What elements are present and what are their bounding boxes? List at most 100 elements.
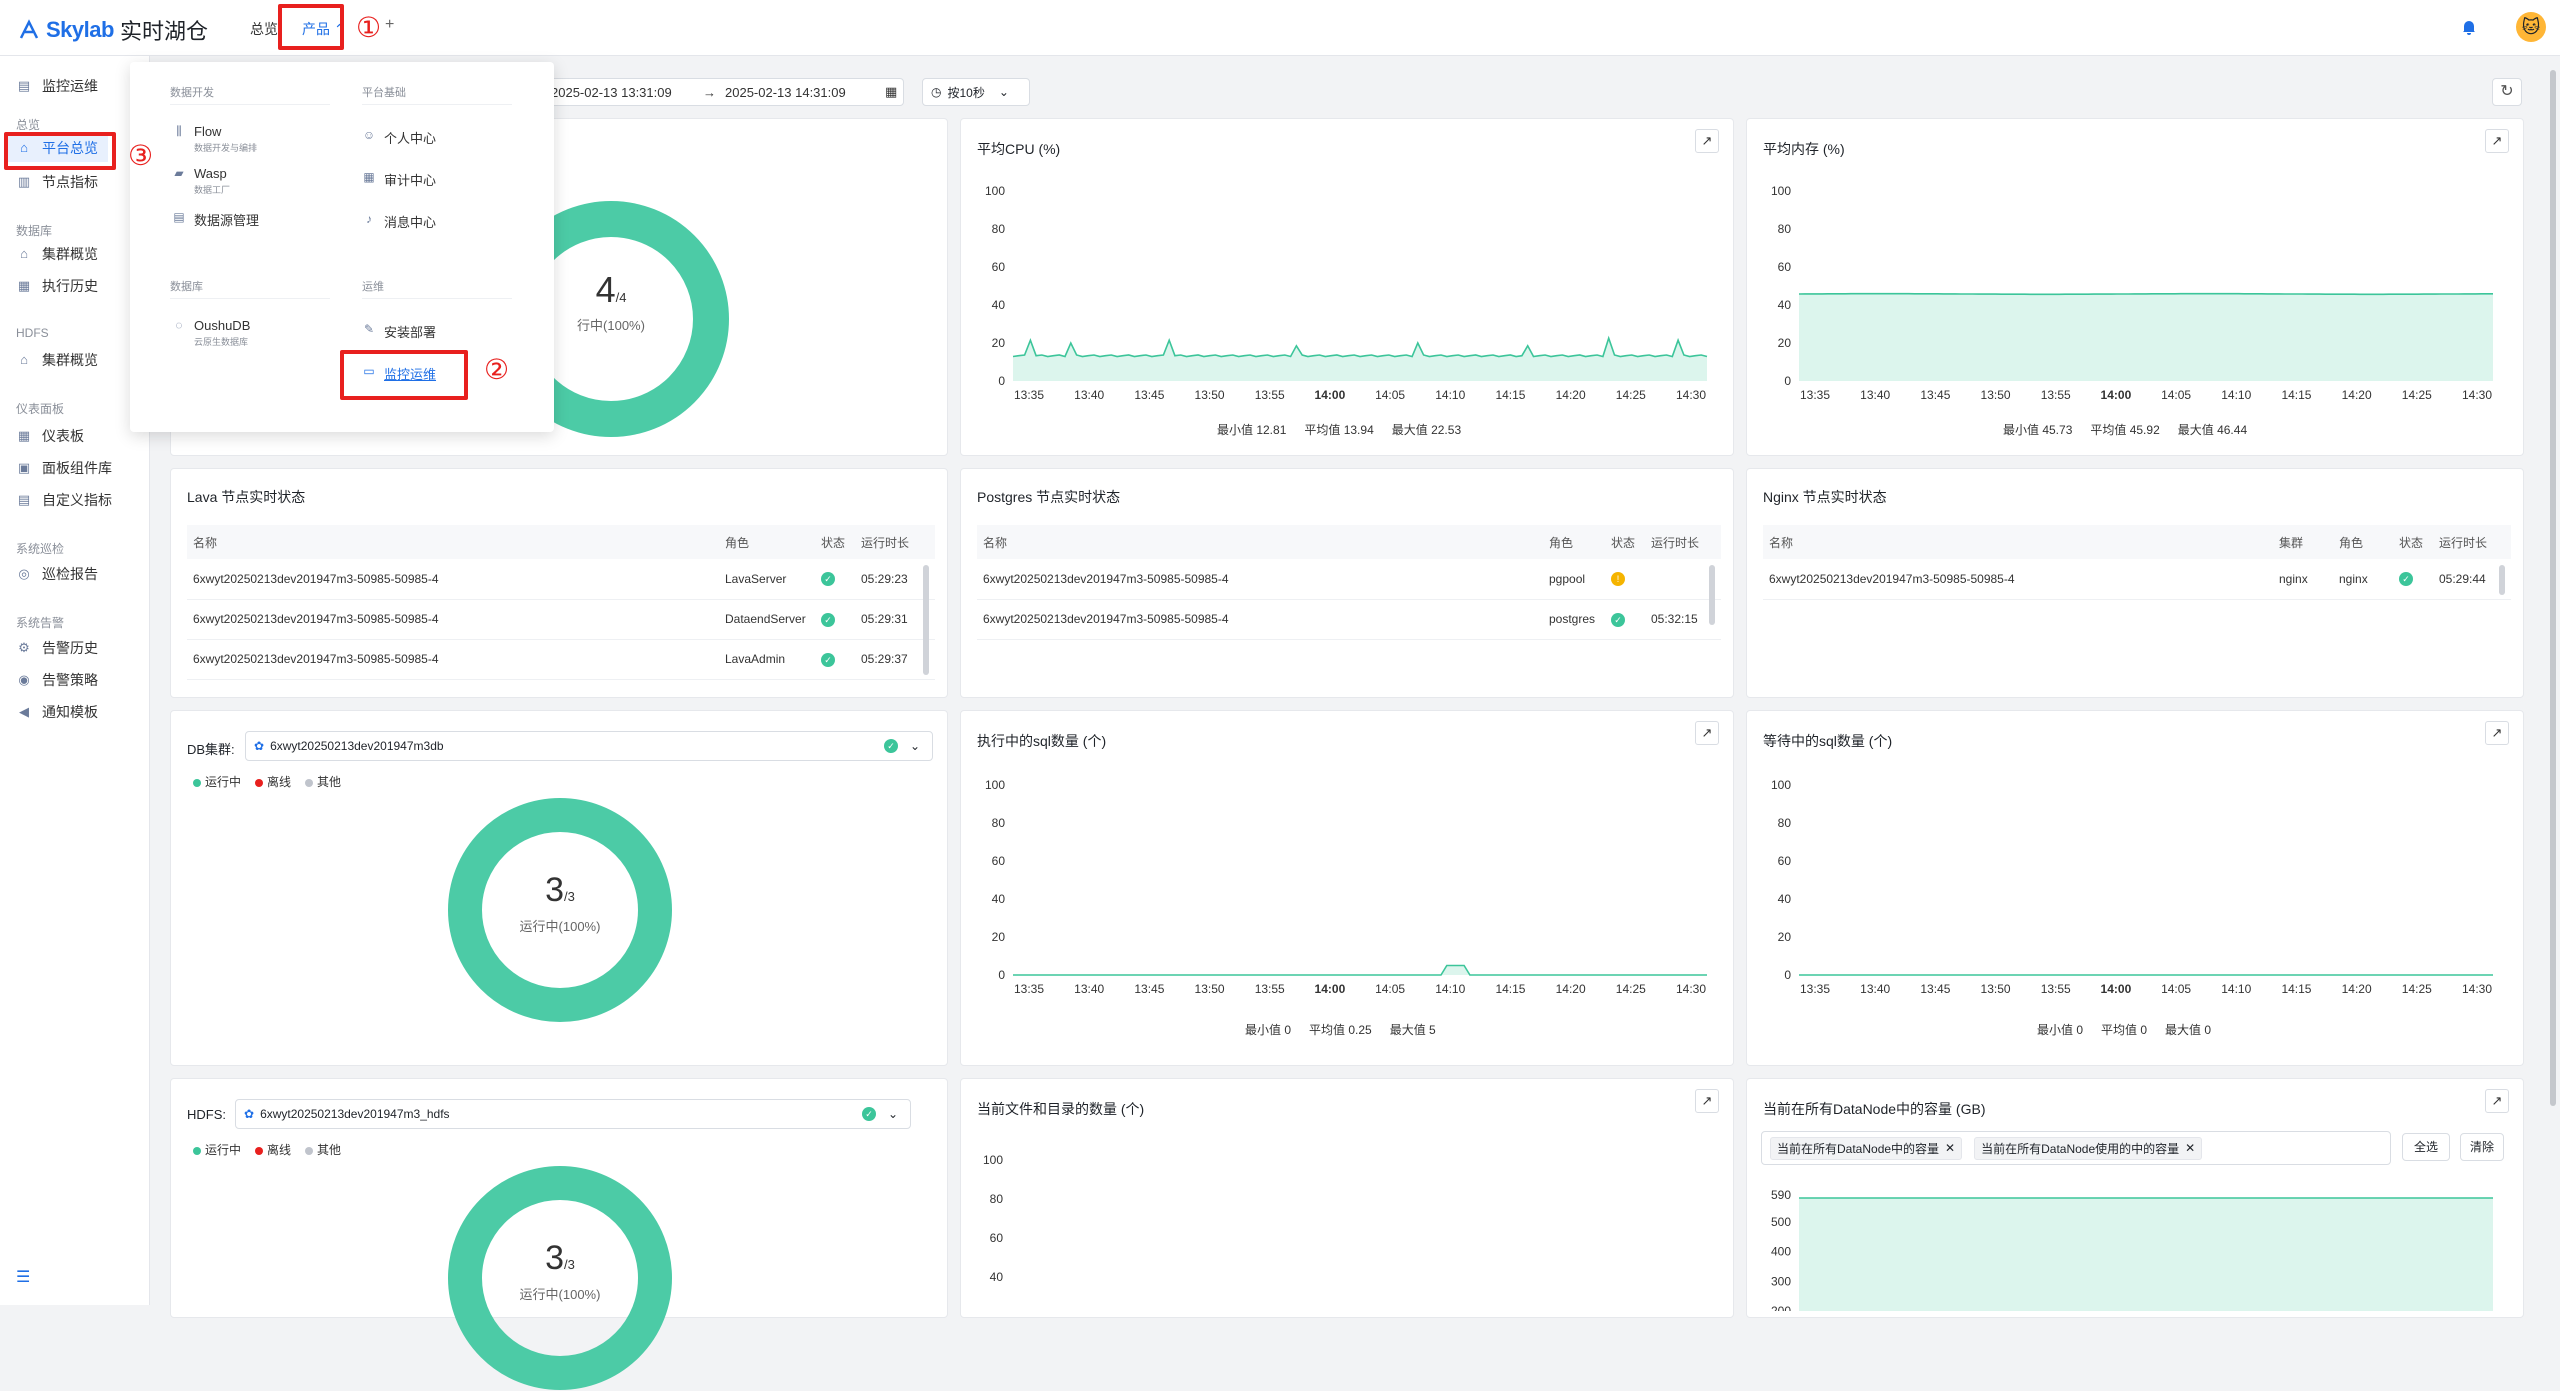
x-tick-label: 14:05 [2161,388,2191,402]
menu-item-label: Wasp [194,166,227,181]
legend-label: 其他 [317,1143,342,1157]
sidebar-item-platform-overview[interactable]: ⌂ 平台总览 [8,134,108,162]
sidebar-group-overview: 总览 [16,118,41,132]
sidebar-item-widget-library[interactable]: ▣ 面板组件库 [16,456,112,480]
expand-button[interactable]: ↗ [2485,129,2509,153]
sidebar-item-notify-template[interactable]: ◀ 通知模板 [16,700,98,724]
y-tick-label: 60 [992,260,1006,274]
expand-button[interactable]: ↗ [1695,1089,1719,1113]
table-row[interactable]: 6xwyt20250213dev201947m3-50985-50985-4 pg… [977,559,1721,600]
select-all-button[interactable]: 全选 [2402,1133,2450,1161]
metric-tag[interactable]: 当前在所有DataNode使用的中的容量 ✕ [1974,1136,2203,1160]
expand-button[interactable]: ↗ [1695,129,1719,153]
menu-item-audit[interactable]: ▦ 审计中心 [362,170,436,189]
sql-waiting-chart: 100 80 60 40 20 0 13:35 13:40 13:45 13:50 13:55 14:… [1771,778,2493,996]
home-icon: ⌂ [20,352,28,367]
wrench-icon: ✎ [363,322,375,336]
menu-item-label: 数据源管理 [194,213,260,228]
nav-products-label: 产品 [302,21,330,37]
y-tick-label: 400 [1771,1245,1791,1259]
table-row[interactable]: 6xwyt20250213dev201947m3-50985-50985-4 La… [187,559,935,600]
page-scrollbar[interactable] [2550,70,2556,1106]
db-cluster-card: DB集群: ✿ 6xwyt20250213dev201947m3db ✓ ⌄ 运… [170,710,948,1066]
x-tick-label: 14:10 [1435,388,1465,402]
hdfs-cluster-value: 6xwyt20250213dev201947m3_hdfs [260,1107,450,1121]
menu-item-profile[interactable]: ☺ 个人中心 [362,128,436,147]
hdfs-donut-total: /3 [564,1257,575,1272]
sidebar-item-alert-history[interactable]: ⚙ 告警历史 [16,636,98,660]
nav-products[interactable]: 产品 ⌃ [290,18,358,40]
x-tick-label: 13:55 [1255,388,1285,402]
menu-item-messages[interactable]: ♪ 消息中心 [362,212,436,231]
menu-item-wasp[interactable]: ▰ Wasp 数据工厂 [172,166,230,196]
sidebar-item-hdfs-cluster[interactable]: ⌂ 集群概览 [16,348,98,372]
x-tick-label: 14:20 [1556,388,1586,402]
sidebar-item-db-cluster[interactable]: ⌂ 集群概览 [16,242,98,266]
menu-item-oushudb[interactable]: ◌ OushuDB 云原生数据库 [172,318,250,348]
table-row[interactable]: 6xwyt20250213dev201947m3-50985-50985-4 La… [187,639,935,680]
y-tick-label: 0 [998,968,1005,982]
capacity-metric-select[interactable]: 当前在所有DataNode中的容量 ✕ 当前在所有DataNode使用的中的容量 ✕ [1761,1131,2391,1165]
expand-button[interactable]: ↗ [2485,1089,2509,1113]
cell-uptime: 05:29:37 [855,639,935,680]
table-row[interactable]: 6xwyt20250213dev201947m3-50985-50985-4 po… [977,599,1721,640]
x-tick-label: 13:45 [1134,982,1164,996]
clear-button[interactable]: 清除 [2460,1133,2504,1161]
y-tick-label: 100 [985,184,1005,198]
nav-overview[interactable]: 总览 [250,21,278,37]
sidebar-item-inspection-report[interactable]: ◎ 巡检报告 [16,562,98,586]
menu-item-flow[interactable]: ⫼ Flow 数据开发与编排 [172,124,257,154]
monitor-icon: ▤ [17,78,31,93]
bell-icon[interactable] [2460,18,2478,36]
avatar[interactable]: 🐱 [2516,12,2546,42]
x-tick-label: 14:25 [1616,982,1646,996]
legend-running: 运行中 [193,773,241,790]
table-row[interactable]: 6xwyt20250213dev201947m3-50985-50985-4 Da… [187,599,935,640]
sidebar-item-node-metrics[interactable]: ▥ 节点指标 [16,170,98,194]
sql-waiting-avg: 平均值 0 [2101,1023,2148,1037]
x-tick-label: 13:35 [1800,388,1830,402]
x-tick-label: 14:25 [2402,982,2432,996]
menu-item-monitor-ops[interactable]: ▭ 监控运维 [362,364,436,383]
x-tick-label: 13:35 [1800,982,1830,996]
chevron-down-icon: ⌄ [909,739,920,753]
collapse-menu-icon[interactable]: ☰ [16,1269,31,1286]
legend-other: 其他 [305,1141,341,1158]
db-cluster-select[interactable]: ✿ 6xwyt20250213dev201947m3db ✓ ⌄ [245,731,933,761]
time-range-picker[interactable]: 2025-02-13 13:31:09 → 2025-02-13 14:31:0… [540,78,904,106]
expand-button[interactable]: ↗ [1695,721,1719,745]
menu-item-datasource[interactable]: ▤ 数据源管理 [172,210,259,229]
table-row[interactable]: 6xwyt20250213dev201947m3-50985-50985-4 ng… [1763,559,2511,600]
hdfs-cluster-select[interactable]: ✿ 6xwyt20250213dev201947m3_hdfs ✓ ⌄ [235,1099,911,1129]
hdfs-donut-value: 3 [545,1239,565,1277]
sidebar-item-dashboard[interactable]: ▦ 仪表板 [16,424,84,448]
table-scrollbar[interactable] [2499,565,2505,595]
table-header: 名称 角色 状态 运行时长 [977,525,1721,559]
running-status-icon: ✓ [1611,612,1625,627]
table-scrollbar[interactable] [923,565,929,675]
app-logo[interactable]: Skylab 实时湖仓 [18,14,208,46]
cell-name: 6xwyt20250213dev201947m3-50985-50985-4 [1763,559,2273,600]
metric-tag[interactable]: 当前在所有DataNode中的容量 ✕ [1770,1136,1963,1160]
sidebar-item-custom-metric[interactable]: ▤ 自定义指标 [16,488,112,512]
sidebar-item-monitor[interactable]: ▤ 监控运维 [16,74,98,98]
table-scrollbar[interactable] [1709,565,1715,625]
col-status: 状态 [2393,525,2433,559]
menu-item-install[interactable]: ✎ 安装部署 [362,322,436,341]
refresh-interval-select[interactable]: ◷ 按10秒 ⌄ [922,78,1030,106]
add-icon[interactable]: + [385,16,395,33]
lava-title: Lava 节点实时状态 [187,489,306,505]
x-tick-label: 14:15 [1495,982,1525,996]
close-icon[interactable]: ✕ [1945,1141,1956,1155]
cell-role: nginx [2333,559,2393,600]
menu-item-label: 审计中心 [384,173,437,188]
close-icon[interactable]: ✕ [2185,1141,2196,1155]
y-tick-label: 20 [992,336,1006,350]
expand-button[interactable]: ↗ [2485,721,2509,745]
skylab-logo-icon [19,19,39,39]
cell-role: LavaServer [719,559,815,600]
sidebar-item-alert-policy[interactable]: ◉ 告警策略 [16,668,98,692]
cell-name: 6xwyt20250213dev201947m3-50985-50985-4 [187,559,719,600]
sidebar-item-exec-history[interactable]: ▦ 执行历史 [16,274,98,298]
refresh-button[interactable]: ↻ [2492,78,2522,106]
